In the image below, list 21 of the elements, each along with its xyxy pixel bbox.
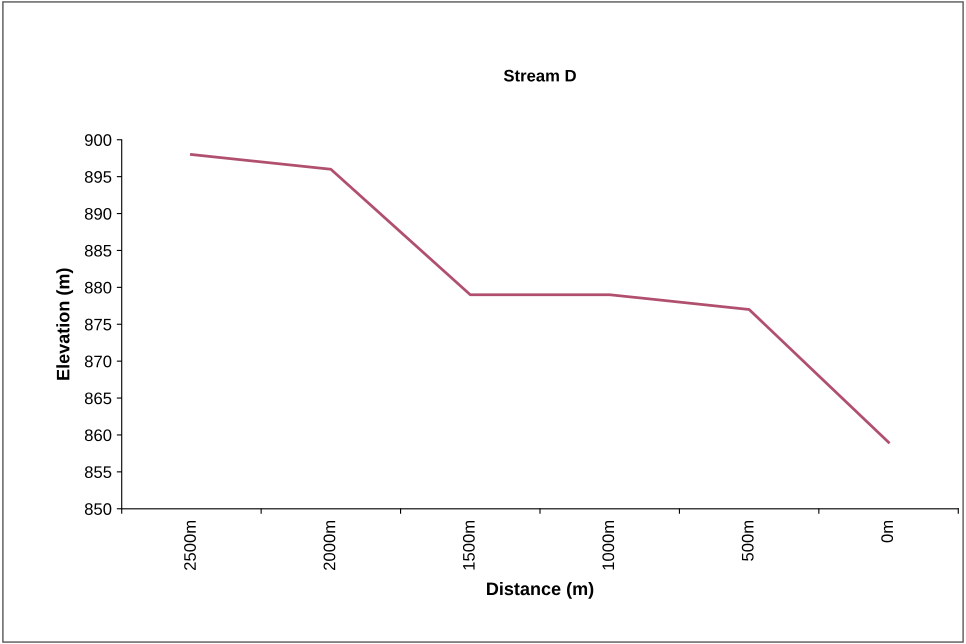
y-axis-title: Elevation (m) <box>56 268 74 380</box>
x-tick-label: 1000m <box>602 520 614 570</box>
y-tick-label: 895 <box>84 171 112 183</box>
y-tick-label: 865 <box>84 392 112 404</box>
y-tick-label: 875 <box>84 318 112 330</box>
y-tick-label: 850 <box>84 503 112 515</box>
y-tick-label: 880 <box>84 282 112 294</box>
y-tick-label: 900 <box>84 134 112 146</box>
x-tick-label: 1500m <box>462 520 475 570</box>
x-axis-title: Distance (m) <box>487 582 594 599</box>
y-tick-label: 860 <box>84 429 112 442</box>
x-tick-label: 500m <box>742 520 754 561</box>
chart-title: Stream D <box>504 70 576 82</box>
x-tick-label: 0m <box>881 520 894 542</box>
y-tick-label: 870 <box>84 356 112 368</box>
x-tick-label: 2500m <box>184 520 196 570</box>
y-tick-label: 885 <box>84 244 112 257</box>
x-tick-label: 2000m <box>324 520 336 570</box>
y-tick-label: 855 <box>84 466 112 478</box>
y-tick-label: 890 <box>84 208 112 220</box>
line-series <box>190 153 890 444</box>
